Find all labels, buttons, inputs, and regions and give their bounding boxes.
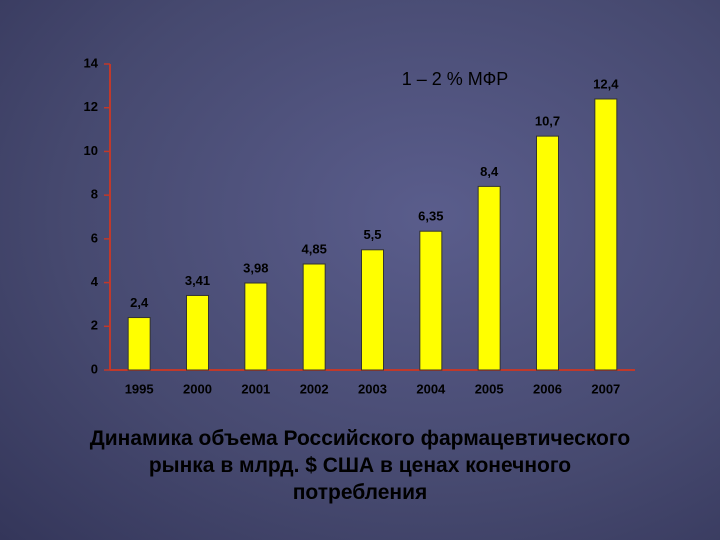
y-tick-label: 6 <box>91 230 98 245</box>
value-label: 4,85 <box>302 241 327 256</box>
y-tick-label: 2 <box>91 318 98 333</box>
x-tick-label: 1995 <box>125 381 154 396</box>
x-tick-label: 2002 <box>300 381 329 396</box>
y-tick-label: 12 <box>84 99 98 114</box>
x-tick-label: 2005 <box>475 381 504 396</box>
caption: Динамика объема Российского фармацевтиче… <box>20 425 700 506</box>
caption-line: рынка в млрд. $ США в ценах конечного <box>148 454 572 477</box>
value-label: 12,4 <box>593 76 619 91</box>
y-tick-label: 14 <box>84 55 99 70</box>
bar <box>477 185 501 371</box>
value-label: 3,41 <box>185 273 210 288</box>
bar <box>302 263 326 371</box>
value-label: 2,4 <box>130 295 149 310</box>
value-label: 10,7 <box>535 114 560 129</box>
value-label: 5,5 <box>363 227 381 242</box>
y-tick-label: 8 <box>91 187 98 202</box>
bar <box>127 317 151 371</box>
annotation: 1 – 2 % МФР <box>402 69 509 89</box>
x-tick-label: 2000 <box>183 381 212 396</box>
x-tick-label: 2001 <box>241 381 270 396</box>
caption-line: Динамика объема Российского фармацевтиче… <box>89 427 631 450</box>
y-tick-label: 0 <box>91 361 98 376</box>
caption-line: потребления <box>292 481 428 504</box>
bar <box>244 282 268 371</box>
y-tick-label: 4 <box>91 274 99 289</box>
y-tick-label: 10 <box>84 143 98 158</box>
value-label: 6,35 <box>418 209 443 224</box>
x-tick-label: 2007 <box>591 381 620 396</box>
value-label: 3,98 <box>243 260 268 275</box>
bar <box>594 98 618 371</box>
bar <box>419 230 443 371</box>
bar <box>536 135 559 371</box>
bar <box>361 249 384 371</box>
x-tick-label: 2003 <box>358 381 387 396</box>
x-tick-label: 2006 <box>533 381 562 396</box>
value-label: 8,4 <box>480 164 499 179</box>
bar <box>186 294 209 371</box>
x-tick-label: 2004 <box>416 381 446 396</box>
